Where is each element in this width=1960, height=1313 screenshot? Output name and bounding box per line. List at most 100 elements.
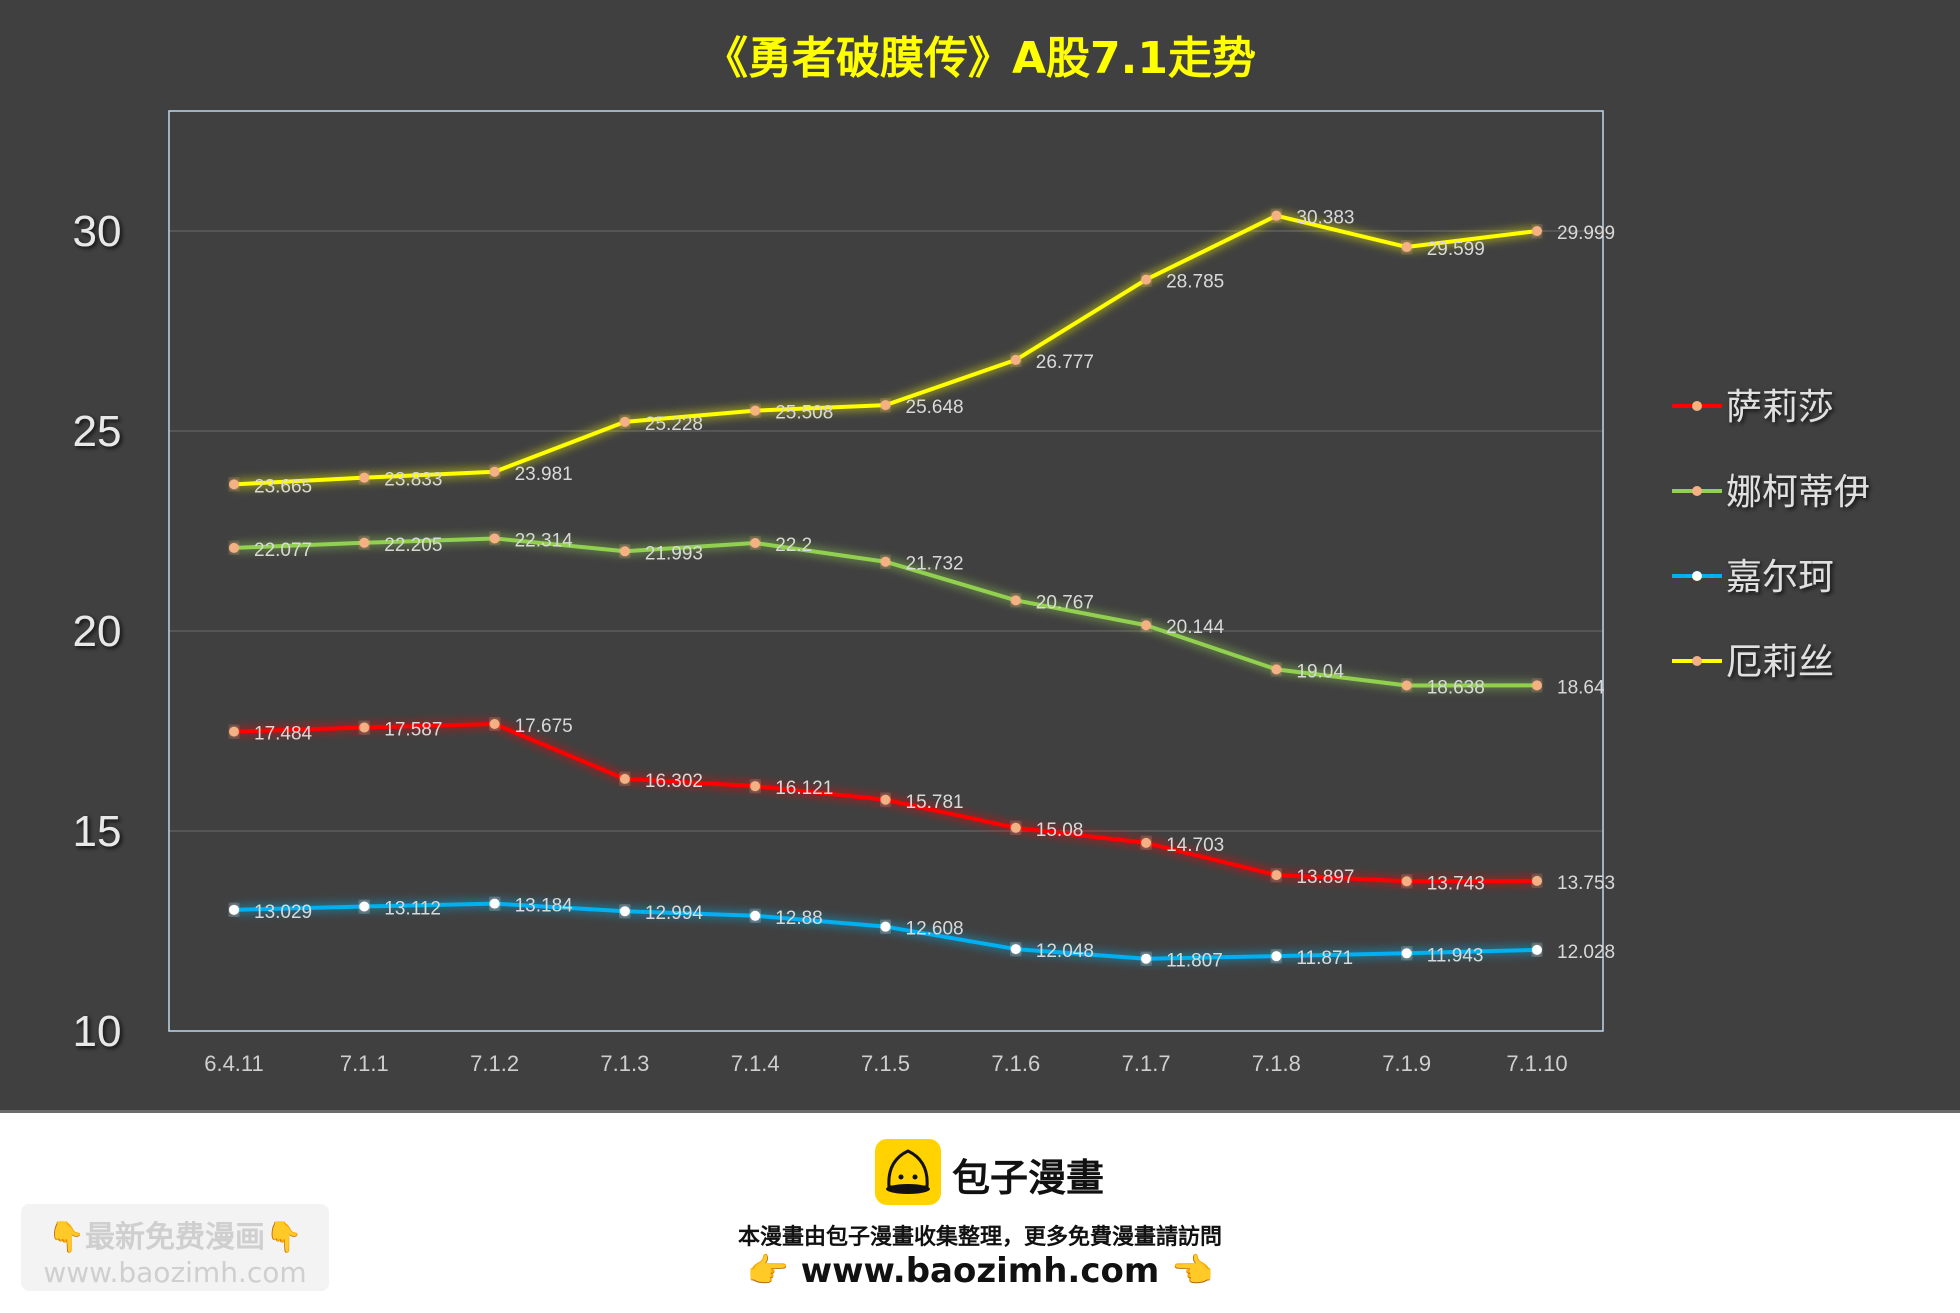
data-point	[229, 542, 239, 553]
data-point	[359, 722, 370, 733]
y-tick-label: 25	[73, 407, 122, 456]
data-label: 12.048	[1036, 941, 1094, 962]
x-tick-label: 7.1.6	[991, 1051, 1040, 1076]
data-label: 15.08	[1036, 820, 1084, 841]
data-point	[1141, 620, 1152, 631]
data-point	[229, 479, 239, 490]
data-label: 11.871	[1296, 948, 1353, 969]
data-point	[619, 416, 630, 427]
data-point	[1532, 944, 1542, 955]
data-label: 25.648	[906, 397, 964, 418]
data-label: 16.302	[645, 771, 703, 792]
data-label: 22.077	[254, 540, 312, 561]
data-point	[1532, 680, 1542, 691]
watermark-text: 最新免费漫画	[85, 1220, 265, 1255]
data-label: 23.833	[384, 470, 442, 491]
legend-label: 厄莉丝	[1726, 642, 1834, 683]
data-label: 17.484	[254, 724, 313, 745]
data-point	[1141, 953, 1152, 964]
series-0: 17.484 17.587 17.675 16.302 16.121 15.781 15.0…	[229, 716, 1615, 894]
data-point	[1271, 951, 1282, 962]
data-label: 11.943	[1427, 945, 1484, 966]
data-point	[1401, 680, 1412, 691]
x-tick-label: 6.4.11	[204, 1051, 264, 1076]
data-point	[359, 537, 370, 548]
series-3: 23.665 23.833 23.981 25.228 25.508 25.648 26.7…	[229, 208, 1615, 497]
data-point	[750, 405, 761, 416]
legend-marker	[1692, 656, 1702, 666]
data-label: 25.228	[645, 414, 703, 435]
data-label: 16.121	[775, 778, 833, 799]
data-point	[750, 910, 761, 921]
data-label: 23.981	[515, 464, 573, 485]
data-label: 22.205	[384, 535, 442, 556]
data-label: 29.599	[1427, 239, 1485, 260]
data-label: 25.508	[775, 403, 833, 424]
y-tick-label: 15	[73, 807, 122, 856]
data-point	[1532, 875, 1542, 886]
data-point	[1271, 210, 1282, 221]
data-point	[1010, 595, 1021, 606]
data-point	[750, 781, 761, 792]
data-label: 22.314	[515, 530, 574, 551]
data-point	[619, 906, 630, 917]
data-label: 21.732	[906, 554, 964, 575]
data-point	[619, 773, 630, 784]
x-tick-label: 7.1.9	[1382, 1051, 1431, 1076]
x-tick-label: 7.1.4	[731, 1051, 780, 1076]
data-label: 12.88	[775, 908, 823, 929]
footer-url-line[interactable]: 👉 www.baozimh.com 👈	[0, 1251, 1960, 1291]
data-point	[880, 556, 891, 567]
legend-label: 娜柯蒂伊	[1726, 472, 1870, 513]
hand-right-icon: 👉	[746, 1251, 789, 1291]
data-point	[1401, 242, 1412, 253]
series-line	[233, 213, 1538, 487]
data-label: 13.897	[1296, 867, 1354, 888]
data-point	[880, 794, 891, 805]
legend-item: 娜柯蒂伊	[1672, 472, 1870, 513]
data-point	[1010, 944, 1021, 955]
data-point	[1141, 837, 1152, 848]
footer-notice: 本漫畫由包子漫畫收集整理，更多免費漫畫請訪問	[737, 1225, 1222, 1250]
brand-name: 包子漫畫	[952, 1156, 1105, 1200]
data-label: 12.994	[645, 903, 704, 924]
data-point	[359, 901, 370, 912]
x-tick-label: 7.1.8	[1252, 1051, 1301, 1076]
data-point	[1271, 664, 1282, 675]
data-label: 11.807	[1166, 951, 1223, 972]
data-point	[1401, 948, 1412, 959]
data-label: 13.753	[1557, 873, 1615, 894]
data-label: 17.587	[384, 720, 442, 741]
data-point	[1532, 226, 1542, 237]
data-label: 21.993	[645, 543, 703, 564]
y-tick-label: 30	[73, 207, 122, 256]
data-label: 13.184	[515, 896, 574, 917]
watermark-url: www.baozimh.com	[43, 1256, 307, 1289]
data-label: 19.04	[1296, 661, 1344, 682]
data-point	[229, 726, 239, 737]
site-link[interactable]: www.baozimh.com	[800, 1251, 1160, 1291]
data-label: 20.767	[1036, 592, 1094, 613]
data-label: 30.383	[1296, 208, 1354, 229]
chart-panel: 《勇者破膜传》A股7.1走势 10 15 20 25 30 6.4.11 7.1.1 7.1…	[0, 0, 1960, 1113]
plot-area	[168, 110, 1604, 1032]
chart-title: 《勇者破膜传》A股7.1走势	[704, 33, 1256, 84]
data-point	[619, 546, 630, 557]
data-label: 12.608	[906, 919, 964, 940]
data-label: 17.675	[515, 716, 573, 737]
x-tick-label: 7.1.7	[1122, 1051, 1171, 1076]
data-point	[750, 538, 761, 548]
y-tick-label: 10	[73, 1007, 122, 1056]
data-label: 13.112	[384, 899, 441, 920]
data-label: 14.703	[1166, 835, 1224, 856]
data-label: 18.638	[1427, 677, 1485, 698]
legend-label: 嘉尔珂	[1726, 557, 1834, 598]
x-tick-label: 7.1.10	[1506, 1051, 1567, 1076]
legend-marker	[1692, 401, 1702, 411]
footer: 👇最新免费漫画👇 www.baozimh.com 包子漫畫 本漫畫由包子漫畫收集…	[0, 1113, 1960, 1313]
x-tick-label: 7.1.2	[470, 1051, 519, 1076]
data-point	[489, 466, 500, 477]
baozi-logo-icon	[875, 1139, 941, 1205]
data-point	[880, 921, 891, 932]
data-point	[1401, 876, 1412, 887]
